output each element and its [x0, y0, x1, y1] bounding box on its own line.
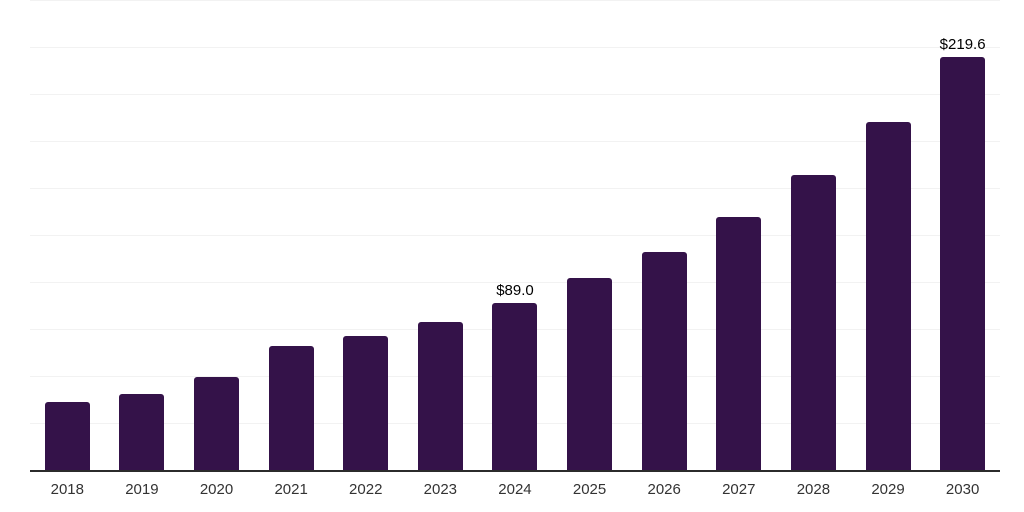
bar-2021[interactable]	[268, 345, 314, 470]
x-tick-label-2022: 2022	[349, 481, 383, 498]
bars-layer: $89.0 $219.6	[30, 0, 1000, 470]
bar-slot-2025	[552, 0, 627, 470]
bar-2030[interactable]	[940, 57, 986, 470]
bar-slot-2024: $89.0	[478, 0, 553, 470]
x-tick-label-2021: 2021	[274, 481, 308, 498]
gridline-225	[30, 47, 1000, 48]
bar-2019[interactable]	[119, 393, 165, 470]
gridline-125	[30, 235, 1000, 236]
x-tick-label-2029: 2029	[871, 481, 905, 498]
gridline-100	[30, 282, 1000, 283]
bar-2028[interactable]	[790, 174, 836, 470]
bar-2018[interactable]	[44, 402, 90, 470]
bar-value-label-2024: $89.0	[496, 281, 534, 299]
bar-2025[interactable]	[567, 278, 613, 470]
bar-slot-2029	[851, 0, 926, 470]
x-tick-label-2023: 2023	[423, 481, 458, 498]
bar-slot-2027	[701, 0, 776, 470]
bar-slot-2021	[254, 0, 329, 470]
x-tick-label-2019: 2019	[125, 481, 159, 498]
x-tick-label-2018: 2018	[50, 481, 84, 498]
x-tick-label-2020: 2020	[199, 481, 234, 498]
bar-value-label-2030: $219.6	[939, 36, 986, 54]
gridline-150	[30, 188, 1000, 189]
plot-area: $89.0 $219.6	[30, 0, 1000, 472]
x-tick-label-2024: 2024	[498, 481, 532, 498]
x-axis: 2018 2019 2020 2021 2022 2023 2024 2025 2026 2027…	[30, 479, 1000, 500]
bar-2026[interactable]	[641, 251, 687, 470]
bar-2024[interactable]	[492, 302, 538, 470]
bar-2020[interactable]	[194, 376, 240, 470]
bar-slot-2018	[30, 0, 105, 470]
gridline-175	[30, 141, 1000, 142]
bar-2029[interactable]	[865, 122, 911, 470]
bar-slot-2026	[627, 0, 702, 470]
x-tick-label-2027: 2027	[722, 481, 756, 498]
bar-slot-2022	[328, 0, 403, 470]
gridline-250	[30, 0, 1000, 1]
bar-slot-2028	[776, 0, 851, 470]
bar-2022[interactable]	[343, 335, 389, 470]
x-tick-label-2030: 2030	[945, 481, 980, 498]
x-tick-label-2028: 2028	[796, 481, 831, 498]
bar-slot-2019	[105, 0, 180, 470]
x-tick-label-2025: 2025	[572, 481, 607, 498]
bar-slot-2023	[403, 0, 478, 470]
bar-2027[interactable]	[716, 217, 762, 470]
bar-slot-2020	[179, 0, 254, 470]
bar-2023[interactable]	[417, 321, 463, 470]
x-tick-label-2026: 2026	[647, 481, 681, 498]
gridline-200	[30, 94, 1000, 95]
bar-slot-2030: $219.6	[925, 0, 1000, 470]
